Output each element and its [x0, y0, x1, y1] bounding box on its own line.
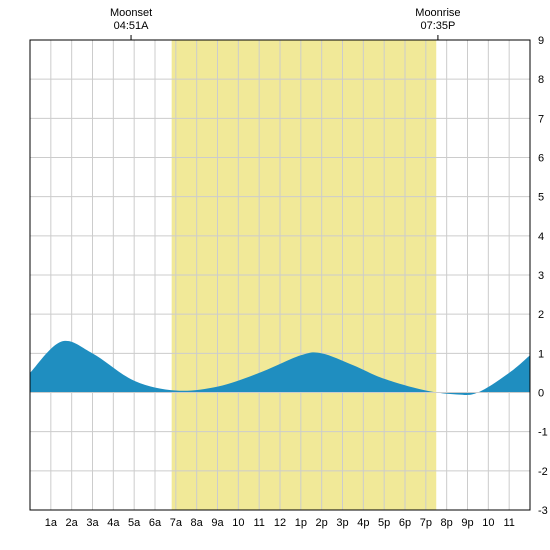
x-tick-label: 7a: [170, 517, 183, 529]
x-tick-label: 8p: [441, 517, 453, 529]
moon-event-time: 07:35P: [420, 20, 455, 32]
y-tick-label: 6: [538, 153, 544, 165]
y-tick-label: -1: [538, 427, 548, 439]
x-tick-label: 2p: [316, 517, 328, 529]
x-tick-label: 4a: [107, 517, 120, 529]
y-tick-label: 0: [538, 388, 544, 400]
y-tick-label: -3: [538, 505, 548, 517]
y-tick-label: 5: [538, 192, 544, 204]
x-tick-label: 9a: [211, 517, 224, 529]
x-tick-label: 11: [503, 517, 514, 529]
x-tick-label: 9p: [461, 517, 473, 529]
moon-event-time: 04:51A: [114, 20, 150, 32]
chart-svg: 1a2a3a4a5a6a7a8a9a1011121p2p3p4p5p6p7p8p…: [0, 0, 550, 550]
x-tick-label: 10: [232, 517, 244, 529]
x-tick-label: 8a: [191, 517, 204, 529]
moon-event-label: Moonset: [110, 7, 152, 19]
x-tick-label: 5p: [378, 517, 390, 529]
x-tick-label: 7p: [420, 517, 432, 529]
y-tick-label: 1: [538, 348, 544, 360]
y-tick-label: 4: [538, 231, 544, 243]
y-tick-label: 8: [538, 74, 544, 86]
x-tick-label: 1a: [45, 517, 58, 529]
y-tick-label: 3: [538, 270, 544, 282]
x-tick-label: 1p: [295, 517, 307, 529]
moon-event-label: Moonrise: [415, 7, 460, 19]
x-tick-label: 5a: [128, 517, 141, 529]
y-tick-label: 9: [538, 35, 544, 47]
y-tick-label: 7: [538, 113, 544, 125]
x-tick-label: 12: [274, 517, 286, 529]
x-tick-label: 6p: [399, 517, 411, 529]
x-tick-label: 3a: [86, 517, 99, 529]
y-tick-label: -2: [538, 466, 548, 478]
x-tick-label: 2a: [66, 517, 79, 529]
tide-chart: 1a2a3a4a5a6a7a8a9a1011121p2p3p4p5p6p7p8p…: [0, 0, 550, 550]
x-tick-label: 6a: [149, 517, 162, 529]
x-tick-label: 3p: [336, 517, 348, 529]
x-tick-label: 4p: [357, 517, 369, 529]
x-tick-label: 11: [253, 517, 264, 529]
y-tick-label: 2: [538, 309, 544, 321]
x-tick-label: 10: [482, 517, 494, 529]
